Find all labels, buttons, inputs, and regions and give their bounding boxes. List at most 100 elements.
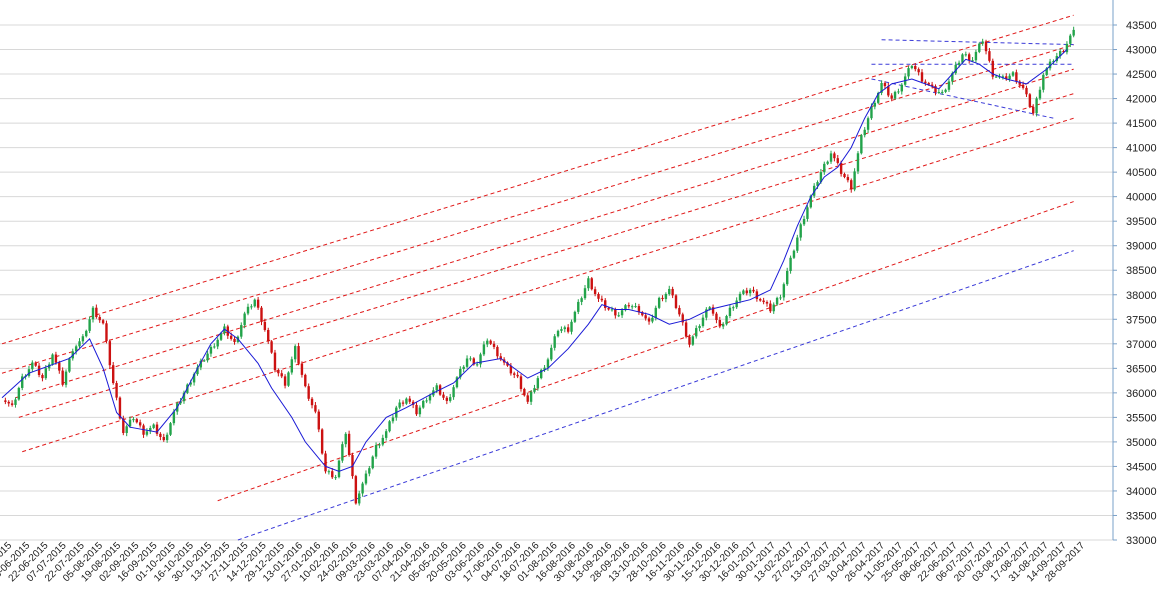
candle-body	[873, 102, 877, 107]
candle-body	[250, 306, 253, 308]
candle-body	[516, 374, 519, 377]
candle-body	[1011, 72, 1015, 76]
candle-body	[21, 376, 24, 388]
candle-body	[647, 318, 651, 322]
candle-body	[159, 433, 162, 437]
candle-body	[725, 316, 728, 325]
candle-body	[1015, 72, 1018, 82]
y-tick-label: 39500	[1126, 216, 1157, 228]
candle-body	[263, 321, 267, 330]
candle-body	[213, 346, 216, 348]
candle-body	[88, 319, 91, 331]
candle-body	[829, 153, 833, 162]
candle-body	[14, 399, 17, 405]
y-tick-label: 43000	[1126, 45, 1157, 57]
candle-body	[600, 298, 604, 301]
candle-body	[651, 317, 654, 322]
candle-body	[368, 468, 371, 474]
candle-body	[145, 431, 149, 435]
candle-body	[721, 324, 725, 327]
candle-body	[135, 419, 138, 423]
candle-body	[1021, 84, 1025, 88]
candle-body	[624, 305, 627, 311]
candle-body	[823, 163, 826, 173]
candle-body	[809, 195, 812, 208]
candle-body	[327, 471, 331, 473]
y-tick-label: 35000	[1126, 437, 1157, 449]
candle-body	[509, 365, 513, 374]
trendline-red	[1, 44, 1074, 374]
candle-body	[17, 387, 21, 400]
y-tick-label: 36500	[1126, 363, 1157, 375]
candle-body	[529, 391, 533, 402]
candle-body	[887, 86, 890, 96]
candle-body	[459, 368, 462, 378]
candle-body	[246, 306, 250, 314]
candle-body	[290, 359, 294, 373]
candle-body	[118, 397, 122, 419]
candle-body	[199, 360, 203, 368]
candle-body	[684, 322, 688, 337]
candle-body	[634, 306, 637, 308]
y-tick-label: 41000	[1126, 143, 1157, 155]
candle-body	[304, 374, 307, 387]
candle-body	[850, 180, 853, 190]
candle-body	[1045, 68, 1048, 75]
candle-body	[893, 91, 897, 99]
candle-body	[981, 41, 984, 44]
candle-body	[95, 307, 98, 318]
candle-body	[115, 383, 118, 398]
candle-body	[98, 317, 101, 321]
candle-body	[988, 51, 991, 61]
candle-body	[1042, 74, 1045, 90]
candle-body	[364, 473, 368, 484]
candle-body	[735, 300, 738, 308]
candle-body	[678, 307, 681, 315]
candle-body	[378, 444, 381, 446]
candles	[4, 26, 1075, 506]
candle-body	[374, 445, 378, 457]
candle-body	[951, 73, 954, 82]
candle-body	[550, 347, 553, 360]
candle-body	[354, 476, 358, 504]
y-tick-label: 34000	[1126, 486, 1157, 498]
candle-body	[1069, 35, 1072, 44]
candle-body	[293, 346, 297, 360]
candle-body	[762, 300, 765, 303]
candle-body	[799, 224, 802, 238]
y-tick-label: 34500	[1126, 461, 1157, 473]
candle-body	[708, 307, 711, 310]
candle-body	[496, 346, 499, 357]
trendline-blue	[881, 39, 1074, 46]
y-tick-label: 40000	[1126, 192, 1157, 204]
candle-body	[745, 290, 748, 294]
y-tick-label: 42500	[1126, 69, 1157, 81]
candle-body	[846, 177, 850, 181]
candle-body	[317, 411, 320, 430]
trendline-red	[1, 14, 1074, 345]
candle-body	[1008, 75, 1011, 80]
candle-body	[27, 369, 31, 376]
candle-body	[455, 377, 459, 388]
candle-body	[941, 91, 944, 93]
candle-body	[961, 54, 964, 63]
candle-body	[1062, 51, 1065, 53]
candle-body	[128, 419, 132, 427]
candle-body	[465, 358, 469, 367]
candle-body	[492, 343, 496, 347]
candle-body	[243, 313, 246, 326]
candle-body	[1001, 76, 1005, 78]
candle-body	[860, 135, 863, 154]
candle-body	[138, 422, 142, 426]
candle-body	[654, 307, 657, 318]
candle-body	[78, 341, 81, 347]
candle-body	[553, 336, 556, 348]
candle-body	[691, 336, 695, 345]
candle-body	[381, 437, 385, 445]
candle-body	[775, 297, 779, 305]
y-tick-label: 38000	[1126, 290, 1157, 302]
candle-body	[401, 402, 405, 404]
candle-body	[7, 401, 10, 404]
candle-body	[695, 328, 698, 337]
